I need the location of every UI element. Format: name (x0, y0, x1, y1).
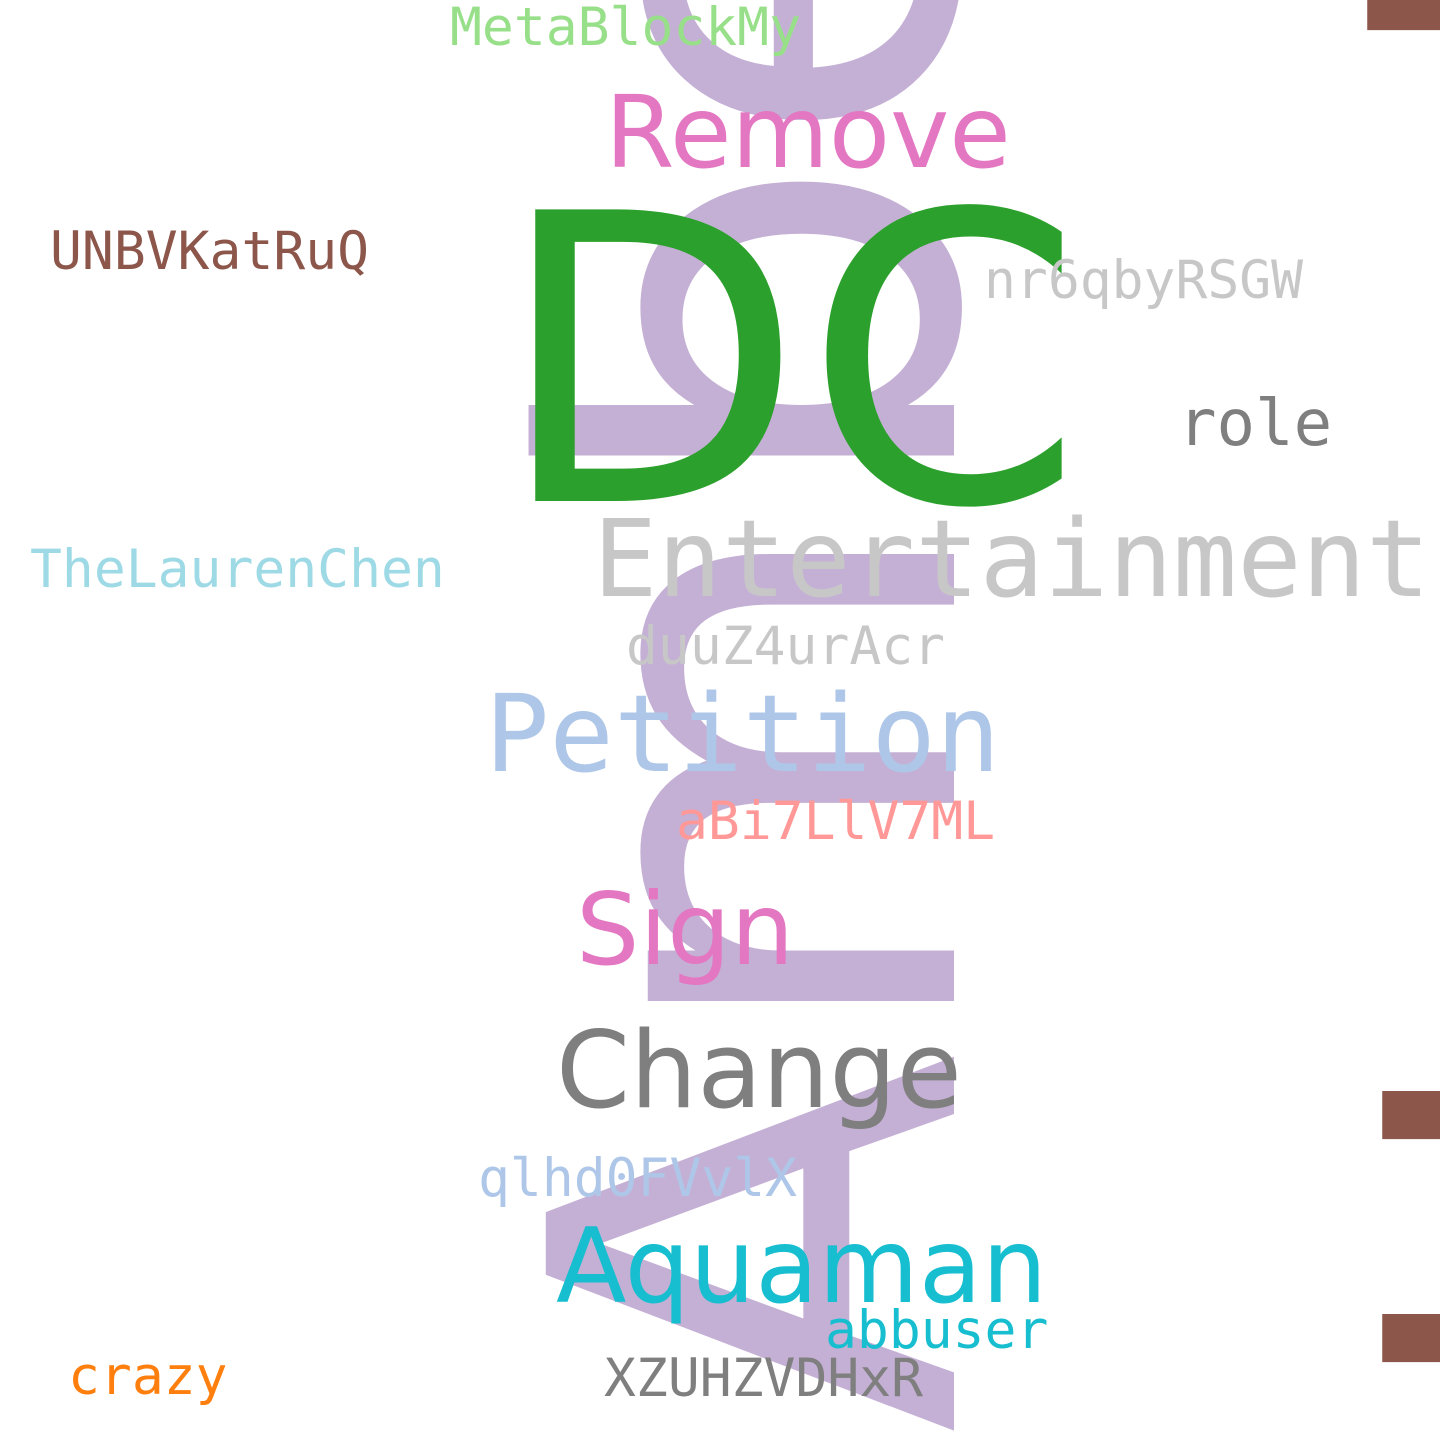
word-heard: Heard (1286, 0, 1440, 1410)
word-xzuhzvdhxr: XZUHZVDHxR (604, 1348, 924, 1409)
word-entertainment: Entertainment (593, 498, 1431, 622)
word-unbvkatruq: UNBVKatRuQ (50, 221, 370, 282)
word-role: role (1178, 387, 1333, 461)
word-duuz4uracr: duuZ4urAcr (626, 616, 946, 677)
word-aquaman: Aquaman (556, 1207, 1048, 1327)
word-remove: Remove (605, 74, 1011, 191)
word-change: Change (556, 1009, 962, 1132)
word-petition: Petition (485, 673, 1001, 797)
word-metablockmy: MetaBlockMy (450, 0, 801, 58)
word-qlhd0fvvlx: qlhd0FVvlX (478, 1148, 798, 1209)
word-crazy: crazy (68, 1346, 228, 1407)
word-abbuser: abbuser (825, 1300, 1049, 1361)
word-sign: Sign (576, 871, 795, 988)
word-dc: DC (496, 131, 1084, 596)
word-thelaurenchen: TheLaurenChen (30, 539, 445, 600)
word-nr6qbyrsgw: nr6qbyRSGW (984, 250, 1304, 311)
word-abi7llv7ml: aBi7LlV7ML (676, 791, 996, 852)
